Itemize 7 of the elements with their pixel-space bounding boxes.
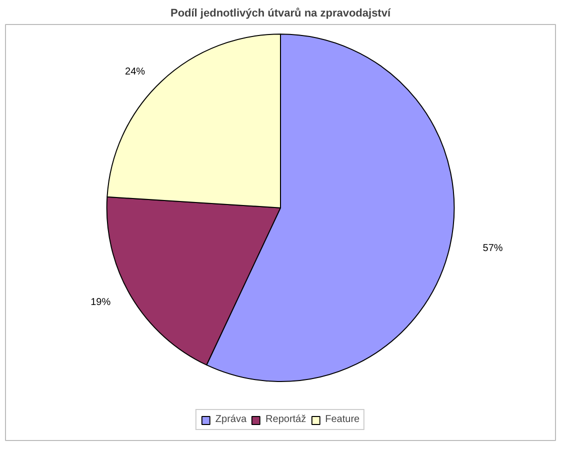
data-label: 57% (482, 242, 503, 254)
data-label: 24% (125, 66, 146, 78)
data-label: 19% (90, 297, 111, 308)
chart-title: Podíl jednotlivých útvarů na zpravodajství (170, 8, 392, 20)
legend-label: Reportáž (266, 414, 306, 425)
legend-label: Feature (325, 414, 360, 425)
legend-label: Zpráva (215, 414, 247, 425)
